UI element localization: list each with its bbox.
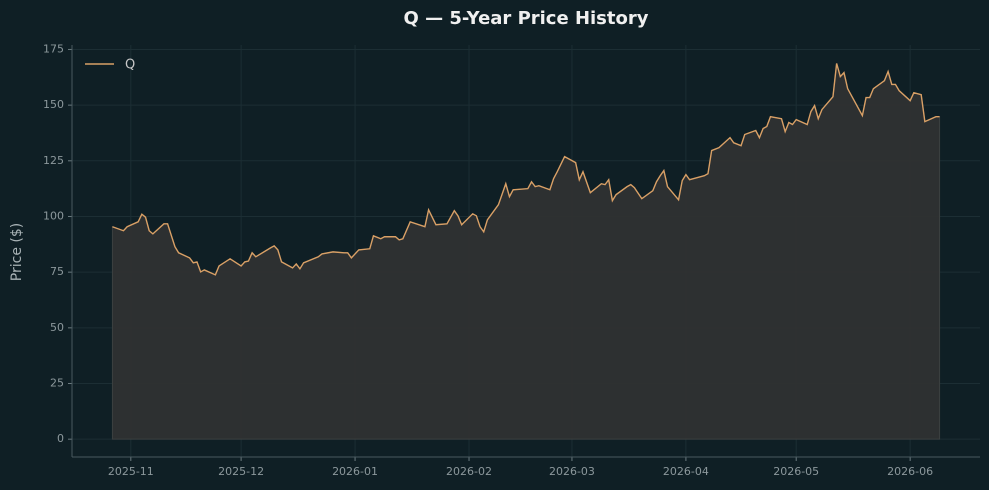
y-tick-label: 150 (43, 98, 64, 111)
y-tick-label: 125 (43, 154, 64, 167)
x-tick-label: 2026-03 (549, 465, 595, 478)
x-tick-label: 2026-01 (332, 465, 378, 478)
x-tick-label: 2026-04 (663, 465, 709, 478)
y-tick-label: 25 (50, 377, 64, 390)
legend-label: Q (125, 58, 135, 73)
x-tick-label: 2026-05 (773, 465, 819, 478)
y-tick-label: 0 (57, 432, 64, 445)
y-tick-label: 175 (43, 42, 64, 55)
x-tick-label: 2026-06 (887, 465, 933, 478)
y-axis-label: Price ($) (9, 223, 25, 281)
y-tick-label: 100 (43, 209, 64, 222)
chart-title: Q — 5-Year Price History (404, 8, 649, 29)
line (112, 63, 940, 276)
x-tick-label: 2025-11 (108, 465, 154, 478)
x-tick-label: 2025-12 (218, 465, 264, 478)
y-tick-label: 75 (50, 265, 64, 278)
y-tick-label: 50 (50, 321, 64, 334)
x-tick-label: 2026-02 (446, 465, 492, 478)
